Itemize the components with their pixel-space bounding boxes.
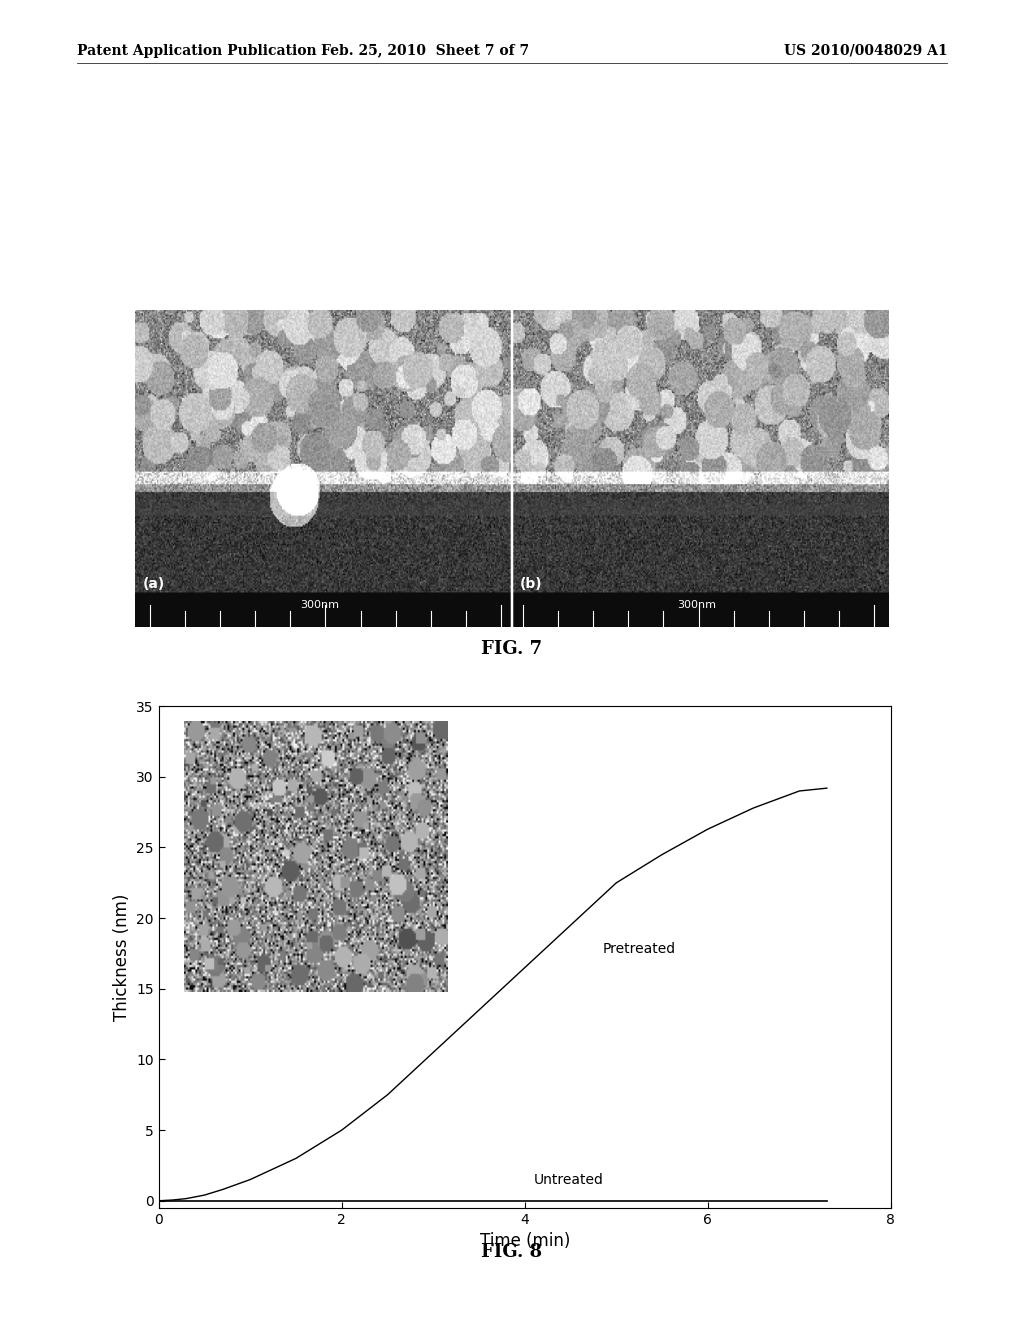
Text: Feb. 25, 2010  Sheet 7 of 7: Feb. 25, 2010 Sheet 7 of 7 [321, 44, 529, 58]
Text: FIG. 8: FIG. 8 [481, 1243, 543, 1262]
Text: FIG. 7: FIG. 7 [481, 640, 543, 659]
Text: Untreated: Untreated [534, 1172, 604, 1187]
X-axis label: Time (min): Time (min) [479, 1232, 570, 1250]
Text: Pretreated: Pretreated [602, 942, 676, 957]
Text: (b): (b) [519, 577, 542, 590]
Text: US 2010/0048029 A1: US 2010/0048029 A1 [783, 44, 947, 58]
Text: Patent Application Publication: Patent Application Publication [77, 44, 316, 58]
Y-axis label: Thickness (nm): Thickness (nm) [113, 894, 131, 1020]
Text: 300nm: 300nm [300, 599, 339, 610]
Text: 300nm: 300nm [677, 599, 716, 610]
Text: (a): (a) [142, 577, 165, 590]
